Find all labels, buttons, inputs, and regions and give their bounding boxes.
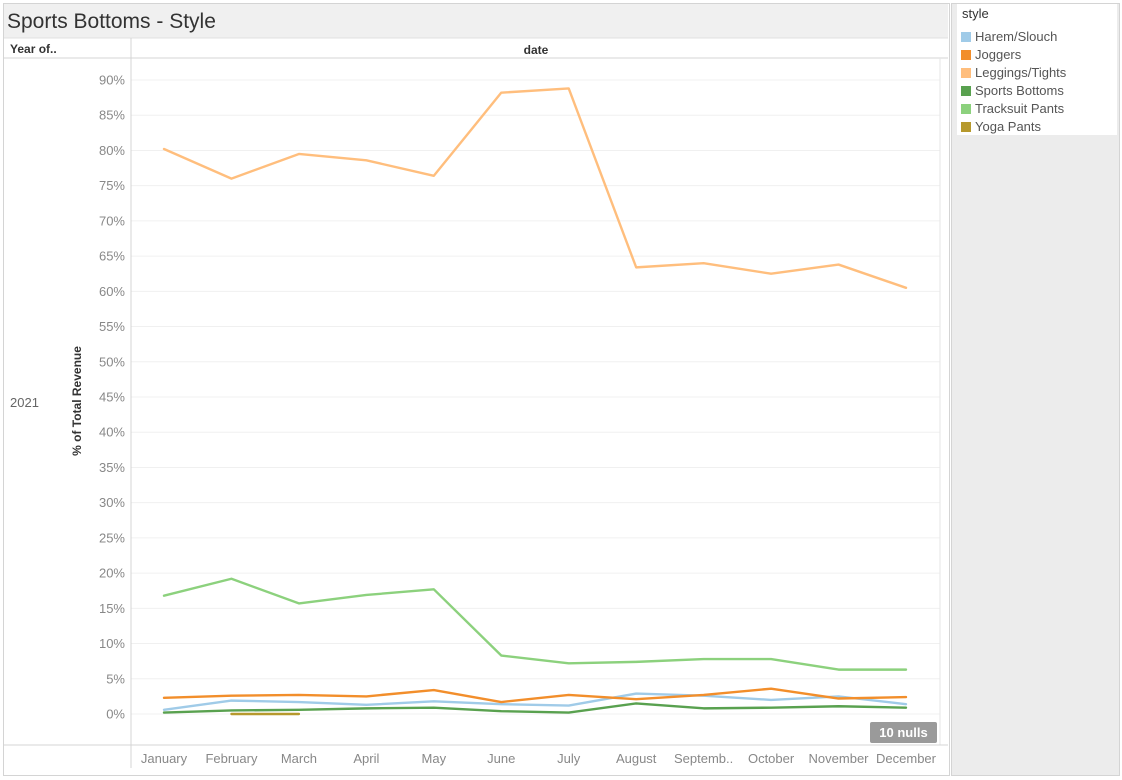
page-title: Sports Bottoms - Style [7, 10, 216, 33]
x-tick-label: October [748, 751, 795, 766]
y-tick-label: 40% [99, 425, 125, 440]
legend-label: Tracksuit Pants [975, 101, 1065, 116]
y-tick-label: 60% [99, 284, 125, 299]
legend-item-tracksuit-pants[interactable]: Tracksuit Pants [960, 100, 1115, 118]
line-chart: 0% 5% 10% 15% 20% 25% 30% 35% 40% 45% 50% 55% 60% 65%… [4, 37, 948, 768]
y-tick-label: 45% [99, 390, 125, 405]
legend-label: Sports Bottoms [975, 83, 1064, 98]
y-tick-label: 35% [99, 460, 125, 475]
legend-item-leggings-tights[interactable]: Leggings/Tights [960, 64, 1115, 82]
y-tick-label: 5% [106, 671, 125, 686]
column-header: date [524, 43, 549, 57]
y-tick-label: 15% [99, 601, 125, 616]
x-tick-label: December [876, 751, 937, 766]
series-line-leggings-tights[interactable] [162, 87, 908, 290]
legend-label: Joggers [975, 47, 1022, 62]
legend-item-joggers[interactable]: Joggers [960, 46, 1115, 64]
legend-title: style [962, 6, 989, 21]
row-header: Year of.. [10, 42, 57, 56]
legend-swatch [961, 50, 971, 60]
y-tick-label: 10% [99, 636, 125, 651]
y-tick-label: 20% [99, 566, 125, 581]
legend-item-sports-bottoms[interactable]: Sports Bottoms [960, 82, 1115, 100]
legend-item-harem-slouch[interactable]: Harem/Slouch [960, 28, 1115, 46]
legend-swatch [961, 68, 971, 78]
chart-frame [3, 3, 950, 776]
series-line-harem-slouch[interactable] [162, 692, 908, 711]
x-tick-label: April [353, 751, 379, 766]
x-tick-label: August [616, 751, 657, 766]
y-tick-label: 75% [99, 178, 125, 193]
y-tick-label: 30% [99, 495, 125, 510]
series-line-sports-bottoms[interactable] [162, 702, 908, 714]
x-tick-label: February [205, 751, 258, 766]
y-axis-title: % of Total Revenue [70, 346, 84, 456]
x-tick-label: November [809, 751, 870, 766]
legend-label: Yoga Pants [975, 119, 1042, 134]
x-tick-label: July [557, 751, 581, 766]
legend-label: Harem/Slouch [975, 29, 1058, 44]
y-tick-label: 55% [99, 319, 125, 334]
x-tick-label: June [487, 751, 515, 766]
nulls-indicator[interactable]: 10 nulls [870, 722, 937, 743]
x-tick-label: Septemb.. [674, 751, 733, 766]
y-tick-label: 90% [99, 73, 125, 88]
y-tick-label: 70% [99, 213, 125, 228]
legend-swatch [961, 122, 971, 132]
y-tick-label: 25% [99, 530, 125, 545]
legend-swatch [961, 86, 971, 96]
x-tick-label: March [281, 751, 317, 766]
legend-swatch [961, 104, 971, 114]
title-bar: Sports Bottoms - Style [4, 4, 948, 38]
y-tick-label: 85% [99, 108, 125, 123]
y-tick-label: 65% [99, 249, 125, 264]
legend-swatch [961, 32, 971, 42]
x-tick-label: January [141, 751, 188, 766]
x-tick-label: May [422, 751, 447, 766]
series-line-tracksuit-pants[interactable] [162, 577, 908, 671]
y-tick-label: 80% [99, 143, 125, 158]
row-value: 2021 [10, 395, 39, 410]
y-tick-label: 0% [106, 707, 125, 722]
legend-label: Leggings/Tights [975, 65, 1067, 80]
legend-box [957, 4, 1117, 135]
y-tick-label: 50% [99, 354, 125, 369]
legend-item-yoga-pants[interactable]: Yoga Pants [960, 118, 1115, 136]
series-line-joggers[interactable] [162, 687, 908, 704]
